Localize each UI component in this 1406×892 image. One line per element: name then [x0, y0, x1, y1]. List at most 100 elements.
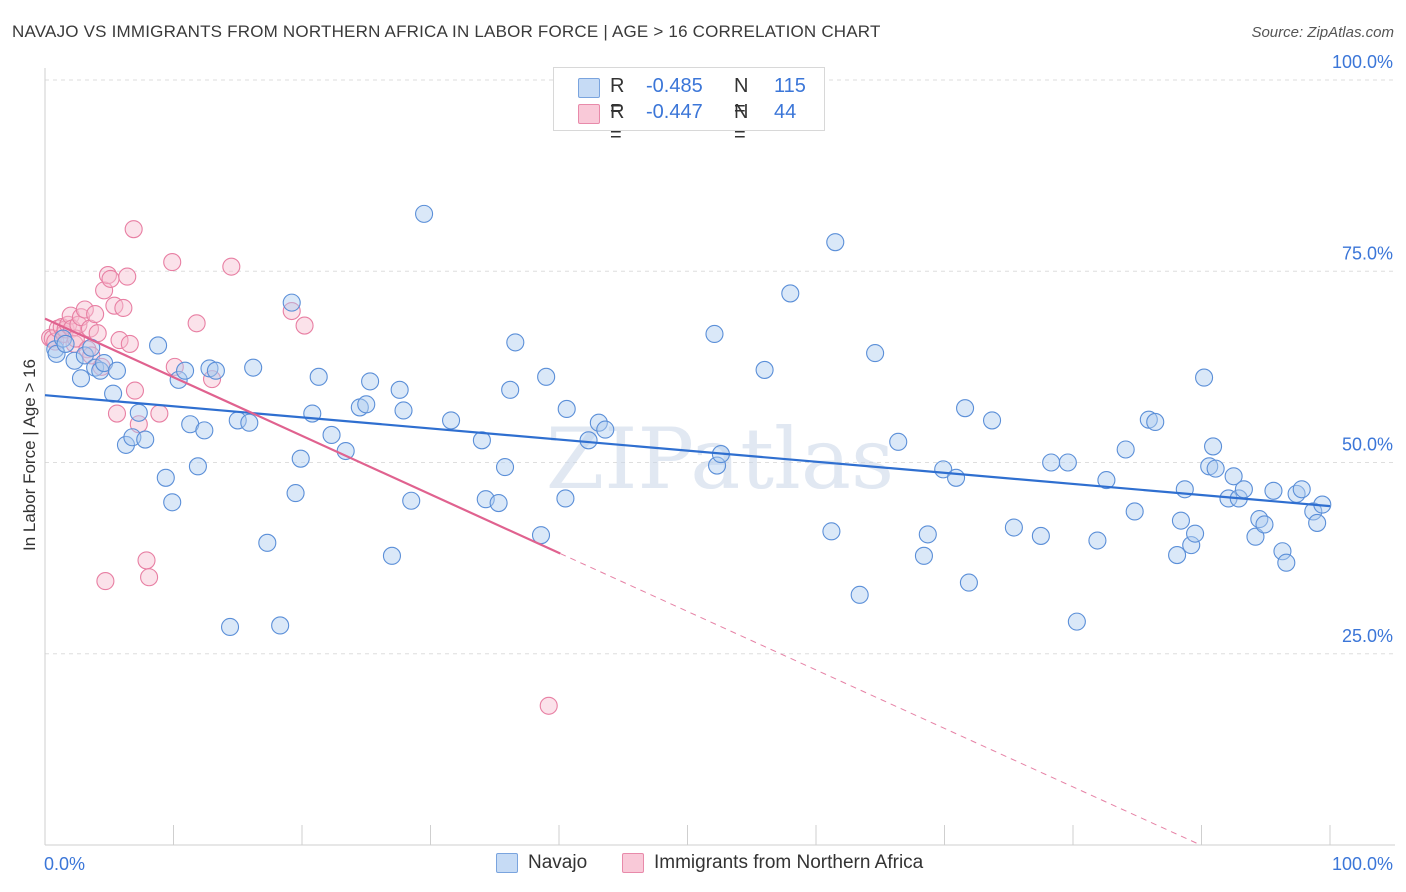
- navajo-point: [1171, 511, 1190, 530]
- navajo-point: [156, 468, 175, 487]
- immigrants-point: [75, 300, 94, 319]
- r-value: -0.447: [646, 101, 703, 123]
- navajo-point: [244, 358, 263, 377]
- legend-swatch-navajo: [578, 78, 600, 98]
- navajo-point: [589, 413, 608, 432]
- navajo-point: [1264, 481, 1283, 500]
- legend-stats: R = -0.485 N = 115 R = -0.447 N = 44: [553, 67, 825, 146]
- axes: [44, 68, 1395, 846]
- navajo-point: [357, 395, 376, 414]
- navajo-point: [322, 425, 341, 445]
- legend-label-immigrants: Immigrants from Northern Africa: [654, 852, 924, 873]
- n-value: 44: [774, 101, 797, 123]
- navajo-point: [1088, 531, 1107, 550]
- navajo-point: [206, 361, 225, 380]
- navajo-point: [506, 333, 525, 352]
- r-label: R =: [610, 75, 625, 120]
- navajo-point: [850, 585, 869, 604]
- navajo-point: [1058, 453, 1077, 472]
- navajo-point: [501, 380, 520, 399]
- navajo-point: [1277, 553, 1296, 572]
- navajo-point: [195, 421, 214, 440]
- navajo-point: [556, 489, 575, 508]
- navajo-point: [282, 293, 301, 312]
- navajo-point: [495, 458, 515, 477]
- navajo-point: [75, 346, 94, 365]
- navajo-point: [1195, 368, 1214, 387]
- x-tick-label: 0.0%: [44, 854, 85, 874]
- n-label: N =: [734, 75, 749, 120]
- navajo-point: [1246, 527, 1265, 546]
- immigrants-point: [539, 696, 558, 715]
- n-label: N =: [734, 101, 749, 146]
- navajo-point: [1234, 480, 1253, 499]
- immigrants-point: [114, 298, 133, 318]
- x-tick-label: 100.0%: [1332, 854, 1393, 874]
- navajo-point: [708, 456, 727, 475]
- immigrants-point: [150, 404, 169, 423]
- navajo-point: [1206, 459, 1225, 478]
- y-tick-label: 25.0%: [1342, 626, 1393, 646]
- navajo-point: [781, 284, 800, 303]
- navajo-point: [1125, 502, 1144, 521]
- navajo-point: [889, 432, 908, 451]
- immigrants-point: [101, 269, 120, 288]
- navajo-point: [826, 233, 845, 252]
- immigrants-point: [118, 267, 137, 286]
- navajo-point: [47, 344, 66, 363]
- navajo-point: [1292, 480, 1311, 499]
- legend-swatch-immigrants: [578, 104, 600, 124]
- trend-lines: [44, 317, 1331, 846]
- navajo-point: [1146, 412, 1165, 432]
- navajo-point: [149, 336, 168, 355]
- navajo-point: [286, 484, 305, 503]
- legend-swatch-immigrants: [622, 853, 644, 873]
- navajo-point: [755, 360, 774, 379]
- navajo-point: [914, 546, 933, 565]
- navajo-point: [557, 399, 576, 419]
- navajo-point: [1031, 526, 1050, 545]
- navajo-point: [1204, 437, 1223, 456]
- navajo-point: [71, 369, 91, 388]
- y-tick-label: 75.0%: [1342, 243, 1393, 263]
- navajo-point: [537, 367, 556, 386]
- immigrants-point: [125, 381, 144, 400]
- navajo-point: [1067, 612, 1086, 631]
- r-label: R =: [610, 101, 625, 146]
- immigrants-trend-extension: [560, 553, 1201, 846]
- navajo-point: [442, 411, 461, 430]
- navajo-point: [1168, 546, 1187, 565]
- navajo-point: [220, 617, 240, 637]
- y-tick-label: 100.0%: [1332, 52, 1393, 72]
- navajo-point: [959, 573, 978, 592]
- navajo-point: [136, 430, 155, 449]
- navajo-point: [918, 525, 937, 544]
- immigrants-point: [187, 314, 206, 333]
- navajo-point: [1273, 542, 1292, 561]
- legend-swatch-navajo: [496, 853, 518, 873]
- navajo-point: [866, 344, 885, 363]
- navajo-point: [1224, 467, 1243, 486]
- navajo-point: [705, 324, 724, 344]
- navajo-point: [402, 491, 421, 510]
- immigrants-point: [124, 220, 143, 239]
- immigrants-trend-line: [44, 317, 561, 555]
- navajo-point: [1186, 524, 1205, 543]
- navajo-point: [982, 411, 1002, 430]
- y-axis-label: In Labor Force | Age > 16: [20, 358, 39, 552]
- navajo-point: [65, 351, 84, 370]
- tick-labels: 25.0% 50.0% 75.0% 100.0% 0.0% 100.0%: [44, 52, 1393, 874]
- navajo-point: [240, 413, 259, 432]
- navajo-point: [291, 449, 310, 468]
- navajo-point: [116, 435, 136, 454]
- n-value: 115: [774, 75, 806, 97]
- navajo-trend-line: [44, 394, 1331, 508]
- navajo-point: [382, 546, 402, 565]
- navajo-point: [309, 367, 328, 386]
- immigrants-point: [163, 253, 182, 272]
- navajo-point: [163, 493, 182, 512]
- navajo-point: [361, 372, 380, 391]
- navajo-point: [1004, 518, 1023, 537]
- series-navajo-points: [46, 204, 1332, 637]
- immigrants-point: [137, 551, 156, 570]
